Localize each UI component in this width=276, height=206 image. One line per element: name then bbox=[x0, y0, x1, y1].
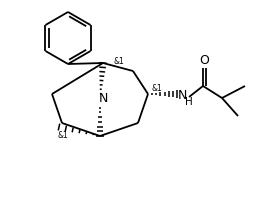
Text: H: H bbox=[185, 97, 193, 107]
Text: O: O bbox=[199, 54, 209, 67]
Text: &1: &1 bbox=[113, 56, 124, 66]
Text: N: N bbox=[98, 91, 108, 104]
Text: &1: &1 bbox=[151, 83, 162, 92]
Text: N: N bbox=[178, 89, 187, 102]
Text: &1: &1 bbox=[58, 130, 69, 139]
